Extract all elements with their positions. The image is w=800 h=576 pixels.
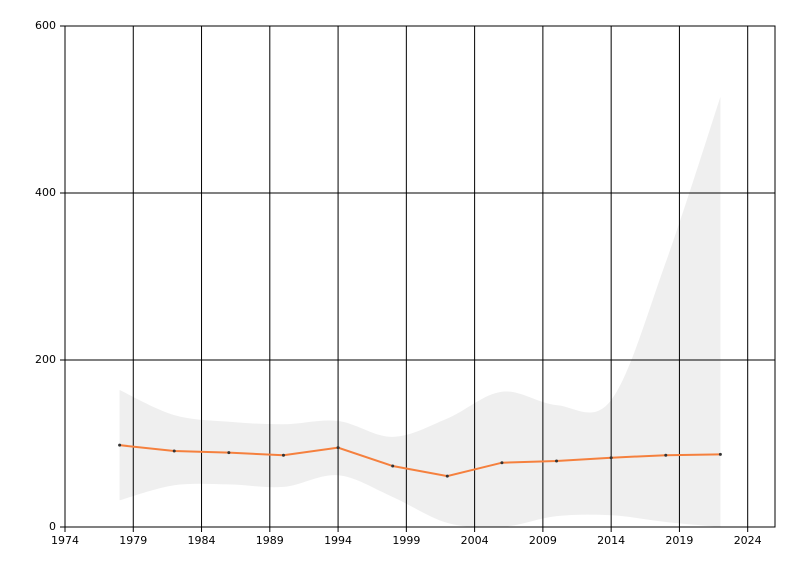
point	[172, 449, 176, 453]
x-tick-label: 2019	[665, 534, 693, 547]
x-tick-label: 1979	[119, 534, 147, 547]
x-tick-label: 2009	[529, 534, 557, 547]
x-tick-label: 2024	[734, 534, 762, 547]
y-tick-label: 400	[35, 186, 56, 199]
x-tick-label: 1994	[324, 534, 352, 547]
x-tick-label: 1984	[188, 534, 216, 547]
point	[609, 456, 613, 460]
confidence-band	[119, 96, 721, 528]
x-tick-label: 1999	[392, 534, 420, 547]
point	[555, 459, 559, 463]
point	[118, 443, 122, 447]
line	[119, 444, 721, 478]
x-tick-label: 2004	[461, 534, 489, 547]
point	[718, 452, 722, 456]
point	[227, 451, 231, 455]
y-tick-label: 600	[35, 19, 56, 32]
x-tick-label: 2014	[597, 534, 625, 547]
point	[500, 461, 504, 465]
point	[391, 464, 395, 468]
point	[281, 453, 285, 457]
y-tick-label: 200	[35, 353, 56, 366]
y-tick-label: 0	[49, 520, 56, 533]
x-tick-label: 1974	[51, 534, 79, 547]
point	[445, 474, 449, 478]
x-tick-label: 1989	[256, 534, 284, 547]
point	[336, 446, 340, 450]
plot-frame	[64, 25, 776, 528]
point	[664, 453, 668, 457]
